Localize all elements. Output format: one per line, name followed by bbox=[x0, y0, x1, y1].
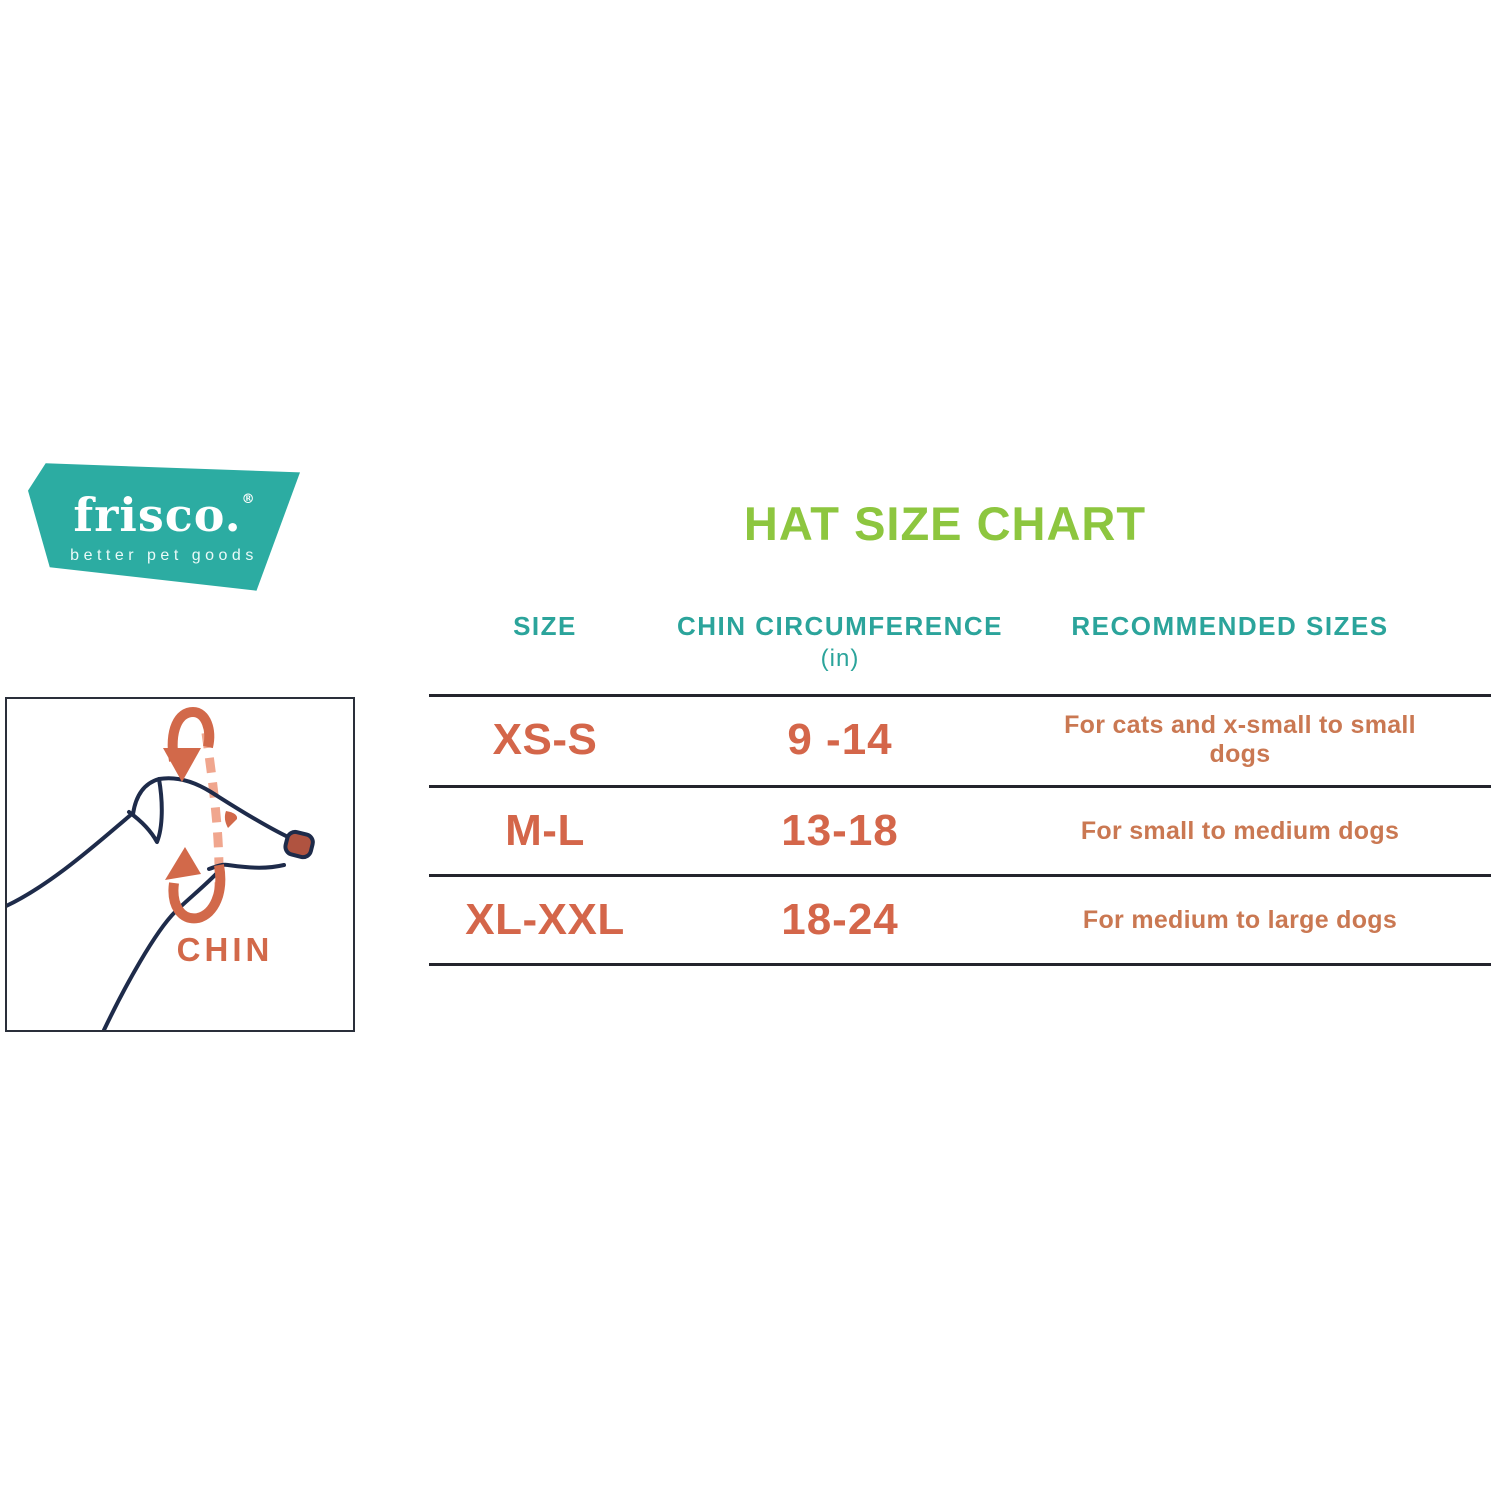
chin-circumference-value: 9 -14 bbox=[787, 715, 893, 764]
column-header-recommended-sizes: RECOMMENDED SIZES bbox=[1071, 611, 1389, 641]
table-rule-after-row2 bbox=[429, 874, 1491, 877]
dog-throat-line bbox=[102, 867, 223, 1030]
table-row: M-L 13-18 For small to medium dogs bbox=[430, 788, 1490, 874]
size-value: M-L bbox=[505, 806, 585, 855]
dog-eye bbox=[224, 811, 238, 828]
dog-ear bbox=[127, 777, 164, 844]
size-value: XS-S bbox=[492, 715, 598, 764]
recommended-sizes-value: For medium to large dogs bbox=[1082, 905, 1398, 934]
logo-brand-text: frisco.® bbox=[73, 492, 254, 538]
registered-mark: ® bbox=[241, 491, 255, 507]
dog-mouth-line bbox=[207, 862, 286, 871]
column-header-chin-unit: (in) bbox=[820, 644, 860, 672]
chin-circumference-value: 18-24 bbox=[781, 895, 899, 944]
logo-tagline: better pet goods bbox=[70, 546, 258, 564]
page-title: HAT SIZE CHART bbox=[743, 497, 1147, 550]
chin-circumference-value: 13-18 bbox=[781, 806, 899, 855]
table-rule-bottom bbox=[429, 963, 1491, 966]
head-arrow-head-icon bbox=[163, 748, 201, 782]
recommended-sizes-value: For cats and x-small to small dogs bbox=[1064, 711, 1416, 768]
dog-outline bbox=[7, 776, 315, 1030]
chin-arrow-head-icon bbox=[165, 847, 201, 880]
head-arrow-arc bbox=[167, 706, 215, 762]
dog-neck-back-line bbox=[7, 811, 135, 908]
logo-brand-word: frisco. bbox=[73, 487, 242, 542]
chin-measurement-diagram: CHIN bbox=[5, 697, 355, 1032]
chin-arrow-arc bbox=[168, 864, 226, 924]
table-row: XL-XXL 18-24 For medium to large dogs bbox=[430, 877, 1490, 963]
column-header-chin-circumference: CHIN CIRCUMFERENCE (in) bbox=[640, 611, 1040, 672]
table-rule-top bbox=[429, 694, 1491, 697]
frisco-logo: frisco.® better pet goods bbox=[28, 463, 300, 591]
column-header-size: SIZE bbox=[513, 611, 577, 641]
recommended-sizes-value: For small to medium dogs bbox=[1080, 816, 1400, 845]
table-row: XS-S 9 -14 For cats and x-small to small… bbox=[430, 697, 1490, 783]
chin-label: CHIN bbox=[177, 931, 274, 968]
size-value: XL-XXL bbox=[465, 895, 625, 944]
table-rule-after-row1 bbox=[429, 785, 1491, 788]
dog-head-top-line bbox=[157, 776, 290, 839]
dog-nose bbox=[283, 829, 315, 860]
column-header-chin-label: CHIN CIRCUMFERENCE bbox=[677, 611, 1003, 641]
dog-head-illustration: CHIN bbox=[7, 706, 315, 1030]
